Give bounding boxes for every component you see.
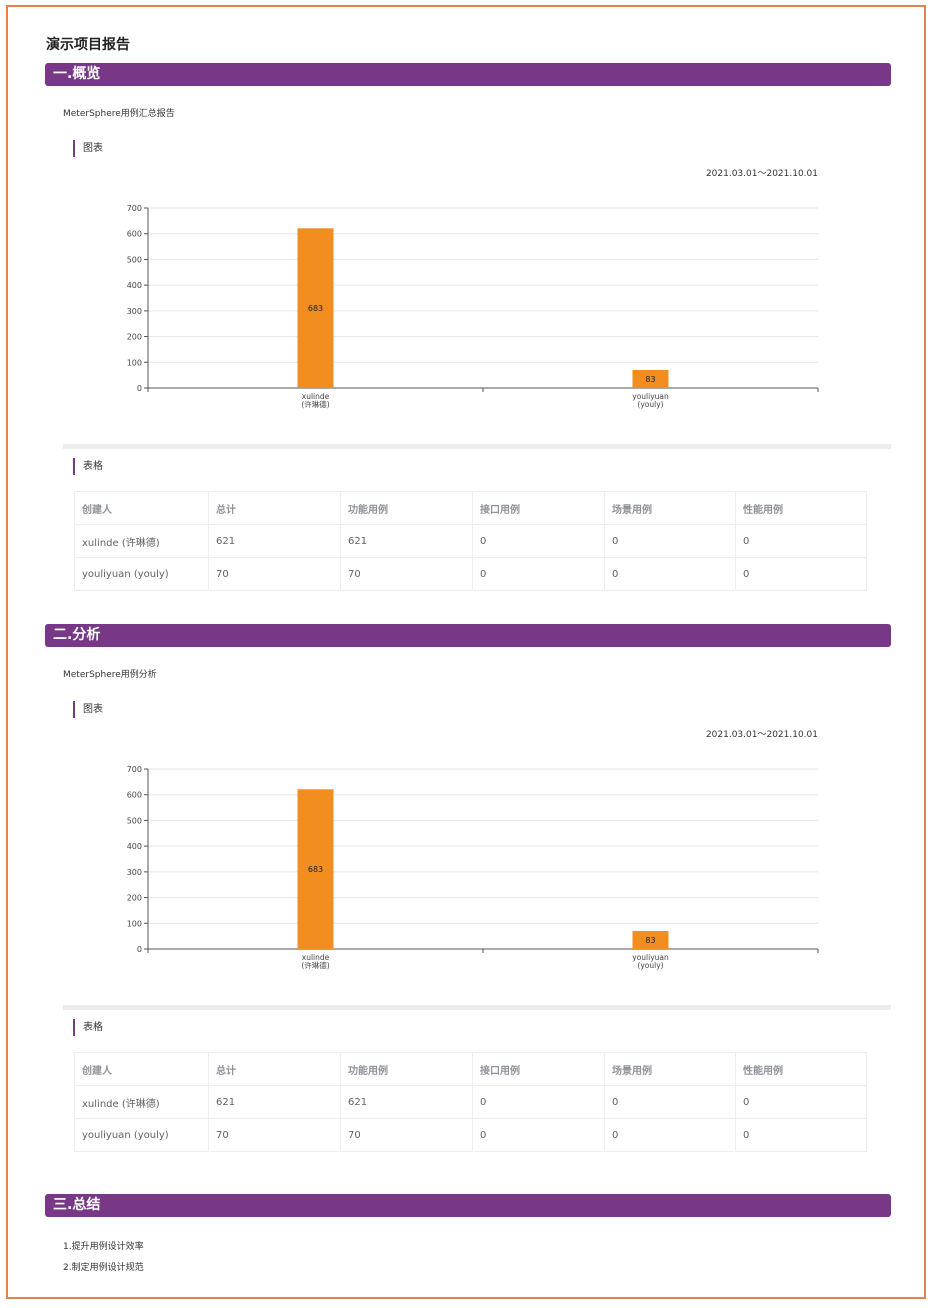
report-page: 演示项目报告 一.概览 MeterSphere用例汇总报告 图表 2021.03… (6, 5, 926, 1299)
col-creator: 创建人 (74, 491, 209, 525)
table-subheading: 表格 (73, 1019, 103, 1036)
y-tick-label: 400 (127, 842, 142, 851)
cell-performance: 0 (735, 1085, 867, 1119)
table-subheading: 表格 (73, 458, 103, 475)
cell-scenario: 0 (604, 1085, 736, 1119)
divider (63, 1005, 891, 1010)
cell-performance: 0 (735, 557, 867, 591)
bar (297, 789, 334, 949)
bar (297, 228, 334, 388)
cell-total: 70 (208, 557, 341, 591)
y-tick-label: 600 (127, 791, 142, 800)
cell-performance: 0 (735, 524, 867, 558)
creator-stats-table: 创建人 总计 功能用例 接口用例 场景用例 性能用例 xulinde (许琳德)… (74, 491, 867, 591)
cell-creator: youliyuan (youly) (74, 1118, 209, 1152)
cell-total: 621 (208, 524, 341, 558)
table-header-row: 创建人 总计 功能用例 接口用例 场景用例 性能用例 (74, 1052, 867, 1086)
x-tick-label: (youly) (637, 400, 663, 409)
col-api: 接口用例 (472, 491, 605, 525)
bar-chart-overview: 0 100 200 300 400 500 600 700 683 xulinde (许琳德) 83 y… (103, 196, 833, 421)
x-tick-label: xulinde (302, 953, 330, 962)
bar (632, 370, 669, 388)
cell-scenario: 0 (604, 1118, 736, 1152)
table-row: xulinde (许琳德) 621 621 0 0 0 (74, 1085, 867, 1119)
cell-api: 0 (472, 524, 605, 558)
creator-stats-table: 创建人 总计 功能用例 接口用例 场景用例 性能用例 xulinde (许琳德)… (74, 1052, 867, 1152)
x-tick-label: (许琳德) (301, 960, 329, 970)
cell-functional: 621 (340, 1085, 473, 1119)
col-total: 总计 (208, 491, 341, 525)
report-title: 演示项目报告 (46, 37, 130, 53)
cell-functional: 70 (340, 1118, 473, 1152)
section-description: MeterSphere用例分析 (63, 670, 157, 680)
y-tick-label: 500 (127, 816, 142, 825)
bar-data-label: 683 (308, 304, 323, 313)
y-tick-label: 0 (137, 945, 142, 954)
x-tick-label: (youly) (637, 961, 663, 970)
bar-chart-analysis: 0 100 200 300 400 500 600 700 683 xulinde (许琳德) 83 y… (103, 757, 833, 982)
bar-data-label: 83 (645, 375, 655, 384)
summary-item: 2.制定用例设计规范 (63, 1263, 144, 1273)
y-tick-label: 100 (127, 358, 142, 367)
cell-functional: 621 (340, 524, 473, 558)
cell-scenario: 0 (604, 524, 736, 558)
y-tick-label: 200 (127, 333, 142, 342)
cell-functional: 70 (340, 557, 473, 591)
cell-performance: 0 (735, 1118, 867, 1152)
cell-api: 0 (472, 1085, 605, 1119)
col-total: 总计 (208, 1052, 341, 1086)
col-creator: 创建人 (74, 1052, 209, 1086)
x-tick-label: youliyuan (632, 953, 669, 962)
y-tick-label: 400 (127, 281, 142, 290)
x-tick-label: xulinde (302, 392, 330, 401)
chart-svg: 0 100 200 300 400 500 600 700 683 xulinde(许琳德) 83 y… (127, 204, 819, 409)
y-tick-label: 300 (127, 307, 142, 316)
y-tick-label: 100 (127, 919, 142, 928)
col-performance: 性能用例 (735, 491, 867, 525)
col-functional: 功能用例 (340, 491, 473, 525)
table-row: xulinde (许琳德) 621 621 0 0 0 (74, 524, 867, 558)
section-heading-overview: 一.概览 (45, 63, 891, 86)
y-tick-label: 700 (127, 204, 142, 213)
section-heading-analysis: 二.分析 (45, 624, 891, 647)
y-tick-label: 300 (127, 868, 142, 877)
date-range: 2021.03.01～2021.10.01 (705, 169, 818, 179)
table-header-row: 创建人 总计 功能用例 接口用例 场景用例 性能用例 (74, 491, 867, 525)
bar-data-label: 683 (308, 865, 323, 874)
cell-api: 0 (472, 1118, 605, 1152)
y-tick-label: 0 (137, 384, 142, 393)
x-tick-label: youliyuan (632, 392, 669, 401)
cell-creator: youliyuan (youly) (74, 557, 209, 591)
table-row: youliyuan (youly) 70 70 0 0 0 (74, 557, 867, 591)
col-performance: 性能用例 (735, 1052, 867, 1086)
cell-scenario: 0 (604, 557, 736, 591)
date-range: 2021.03.01～2021.10.01 (705, 730, 818, 740)
cell-creator: xulinde (许琳德) (74, 1085, 209, 1119)
section-heading-summary: 三.总结 (45, 1194, 891, 1217)
y-tick-label: 600 (127, 230, 142, 239)
chart-subheading: 图表 (73, 140, 103, 157)
chart-svg: 0 100 200 300 400 500 600 700 683 xulinde(许琳德) 83 y… (127, 765, 819, 970)
y-tick-label: 200 (127, 894, 142, 903)
y-tick-label: 700 (127, 765, 142, 774)
cell-total: 621 (208, 1085, 341, 1119)
bar (632, 931, 669, 949)
section-description: MeterSphere用例汇总报告 (63, 109, 175, 119)
col-functional: 功能用例 (340, 1052, 473, 1086)
bar-data-label: 83 (645, 936, 655, 945)
y-tick-label: 500 (127, 255, 142, 264)
x-tick-label: (许琳德) (301, 399, 329, 409)
divider (63, 444, 891, 449)
summary-item: 1.提升用例设计效率 (63, 1242, 144, 1252)
chart-subheading: 图表 (73, 701, 103, 718)
cell-total: 70 (208, 1118, 341, 1152)
table-row: youliyuan (youly) 70 70 0 0 0 (74, 1118, 867, 1152)
col-api: 接口用例 (472, 1052, 605, 1086)
cell-creator: xulinde (许琳德) (74, 524, 209, 558)
col-scenario: 场景用例 (604, 1052, 736, 1086)
col-scenario: 场景用例 (604, 491, 736, 525)
cell-api: 0 (472, 557, 605, 591)
